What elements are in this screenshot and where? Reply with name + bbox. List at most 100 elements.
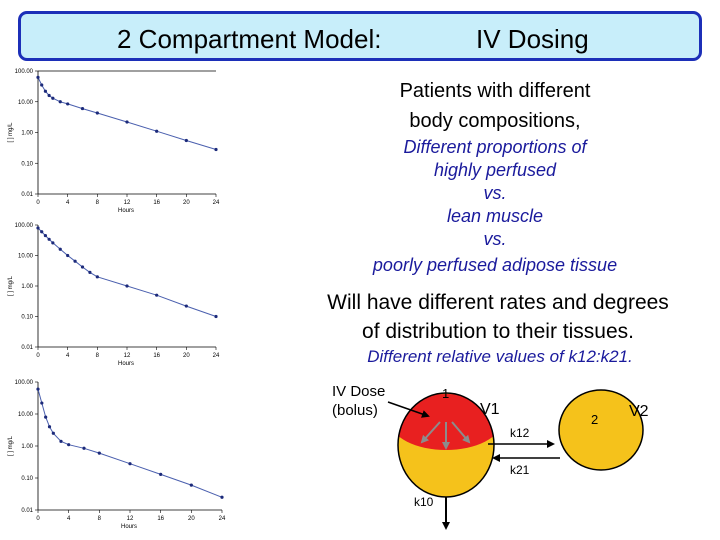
y-axis-label: [ ] mg/L <box>8 122 14 143</box>
distribution-arrow <box>451 421 471 444</box>
x-tick-label: 0 <box>36 353 40 359</box>
data-point <box>125 284 129 288</box>
text-line-7: vs. <box>483 229 507 249</box>
data-point <box>67 443 71 447</box>
concentration-chart-3: 0.01 0.10 1.00 10.00 100.00 0 4 8 12 16 20 24 Hours [… <box>8 380 226 530</box>
text-line-10: of distribution to their tissues. <box>362 320 634 343</box>
data-point <box>214 147 218 152</box>
data-point <box>95 275 99 279</box>
data-point <box>82 446 86 450</box>
dose-arrow <box>387 401 430 418</box>
title-banner: 2 Compartment Model: IV Dosing <box>18 11 702 61</box>
data-point <box>51 241 55 245</box>
text-line-9: Will have different rates and degrees <box>327 291 669 314</box>
data-point <box>128 462 132 466</box>
x-tick-label: 8 <box>96 353 100 359</box>
x-tick-label: 20 <box>183 200 190 206</box>
y-tick-label: 1.00 <box>21 131 33 137</box>
data-point <box>36 226 40 230</box>
x-tick-label: 4 <box>66 353 70 359</box>
data-point <box>51 431 55 435</box>
text-line-1: Patients with different <box>399 80 591 102</box>
x-tick-label: 16 <box>153 353 160 359</box>
data-point <box>80 265 85 269</box>
text-line-6: lean muscle <box>446 206 544 226</box>
compartment-2-number: 2 <box>591 412 598 427</box>
data-point <box>51 96 55 100</box>
y-tick-label: 100.00 <box>15 223 34 229</box>
text-line-2: body compositions, <box>409 110 581 132</box>
x-tick-label: 20 <box>188 516 195 522</box>
x-tick-label: 24 <box>219 516 226 522</box>
y-tick-label: 0.10 <box>21 476 33 482</box>
concentration-chart-2: 0.01 0.10 1.00 10.00 100.00 0 4 8 12 16 20 24 Hours [… <box>8 223 220 367</box>
x-tick-label: 4 <box>66 200 70 206</box>
x-axis-label: Hours <box>118 208 134 214</box>
distribution-arrow <box>420 421 441 444</box>
data-point <box>88 270 92 274</box>
text-line-11: Different relative values of k12:k21. <box>367 347 633 366</box>
data-point <box>155 129 159 133</box>
series-line <box>37 227 217 317</box>
x-tick-label: 12 <box>124 200 131 206</box>
data-point <box>184 304 188 308</box>
text-line-3: Different proportions of <box>403 137 587 157</box>
data-point <box>40 230 44 234</box>
y-axis-label: [ ] mg/L <box>8 275 14 296</box>
data-point <box>40 401 44 405</box>
x-tick-label: 24 <box>213 353 220 359</box>
y-tick-label: 10.00 <box>18 254 34 260</box>
x-tick-label: 0 <box>36 516 40 522</box>
x-tick-label: 0 <box>36 200 40 206</box>
data-point <box>47 93 51 98</box>
x-axis-label: Hours <box>118 361 134 367</box>
data-point <box>43 233 48 238</box>
x-tick-label: 24 <box>213 200 220 206</box>
k21-label: k21 <box>510 463 530 477</box>
title-left: 2 Compartment Model: <box>117 24 382 54</box>
x-axis-label: Hours <box>121 524 137 530</box>
x-tick-label: 12 <box>124 353 131 359</box>
data-point <box>58 247 62 251</box>
x-tick-label: 8 <box>98 516 102 522</box>
y-tick-label: 0.10 <box>21 315 33 321</box>
series-line <box>37 77 217 150</box>
y-tick-label: 1.00 <box>21 284 33 290</box>
y-tick-label: 100.00 <box>15 69 34 75</box>
concentration-chart-1: 0.01 0.10 1.00 10.00 100.00 0 4 8 12 16 20 24 Hours [… <box>8 69 220 214</box>
compartment-1-volume: V1 <box>480 401 500 418</box>
data-point <box>40 83 44 87</box>
data-point <box>36 387 40 391</box>
data-point <box>220 495 224 499</box>
data-point <box>47 425 52 429</box>
dose-label-2: (bolus) <box>332 402 378 419</box>
data-point <box>73 259 77 263</box>
x-tick-label: 20 <box>183 353 190 359</box>
compartment-diagram: IV Dose (bolus) 1 V1 2 V2 k12 k21 k10 <box>332 383 649 530</box>
data-point <box>155 293 159 297</box>
x-tick-label: 16 <box>153 200 160 206</box>
text-line-5: vs. <box>483 183 507 203</box>
text-line-4: highly perfused <box>433 160 557 180</box>
x-tick-label: 12 <box>127 516 134 522</box>
y-axis-label: [ ] mg/L <box>8 435 14 456</box>
data-point <box>66 253 70 258</box>
k10-label: k10 <box>414 495 434 509</box>
title-right: IV Dosing <box>476 24 589 54</box>
y-tick-label: 0.01 <box>21 345 33 351</box>
data-point <box>43 89 48 93</box>
data-point <box>66 102 70 106</box>
data-point <box>97 451 101 455</box>
k12-label: k12 <box>510 426 530 440</box>
data-point <box>44 415 48 419</box>
data-point <box>58 100 62 104</box>
data-point <box>80 106 85 111</box>
x-tick-label: 8 <box>96 200 100 206</box>
y-tick-label: 0.01 <box>21 192 33 198</box>
y-tick-label: 100.00 <box>15 380 34 386</box>
compartment-2-volume: V2 <box>629 403 649 420</box>
data-point <box>36 75 40 79</box>
data-point <box>59 439 63 443</box>
data-point <box>159 472 163 476</box>
y-tick-label: 10.00 <box>18 100 34 106</box>
